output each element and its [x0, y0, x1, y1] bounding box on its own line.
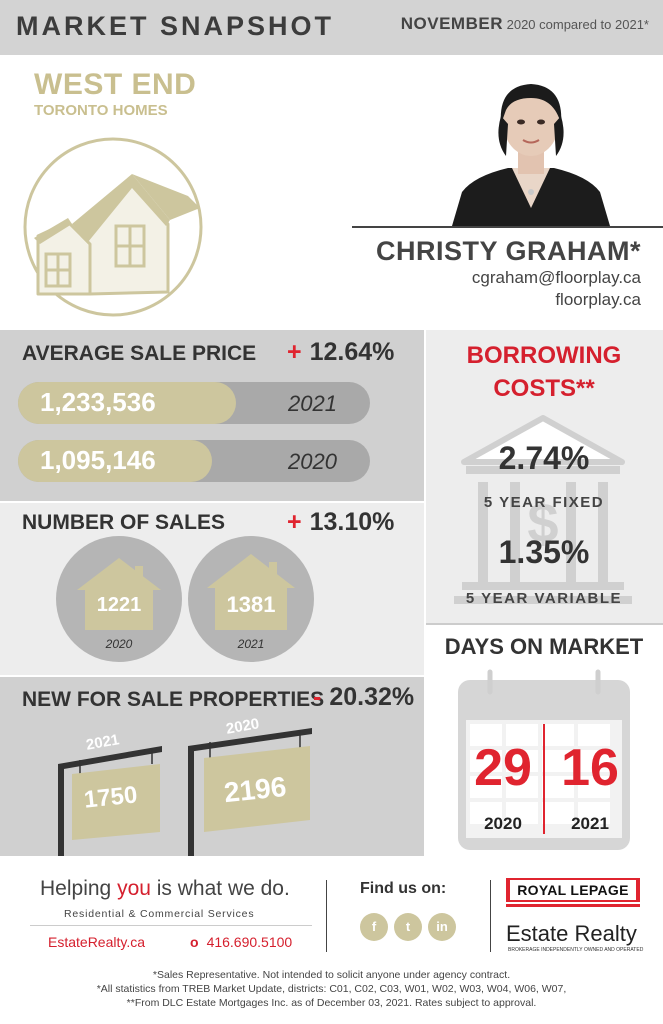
change-sign: +: [287, 338, 302, 366]
disclaimer-line: *Sales Representative. Not intended to s…: [152, 969, 511, 981]
borrowing-title-line1: BORROWING: [466, 342, 622, 369]
svg-text:$: $: [527, 491, 558, 554]
linkedin-icon[interactable]: in: [428, 913, 456, 941]
brand-tagline: BROKERAGE INDEPENDENTLY OWNED AND OPERAT…: [508, 947, 644, 953]
change-value: 20.32%: [329, 683, 415, 711]
brokerage-phone[interactable]: o 416.690.5100: [190, 934, 292, 950]
bank-icon: $: [454, 415, 632, 604]
number-of-sales-title: NUMBER OF SALES: [22, 511, 226, 534]
tagline: Helping you is what we do.: [40, 877, 290, 901]
brand-office: Estate Realty: [506, 921, 637, 946]
tagline-end: is what we do.: [150, 877, 290, 900]
house-icon: [77, 558, 161, 630]
price-bar-year: 2021: [288, 391, 337, 416]
days-on-market-title: DAYS ON MARKET: [444, 634, 644, 659]
agent-photo: [452, 84, 610, 226]
services-text: Residential & Commercial Services: [64, 908, 255, 920]
change-sign: -: [313, 683, 322, 711]
sales-year-2021: 2021: [237, 637, 265, 651]
header-bar: [0, 0, 663, 55]
days-value-2020: 29: [474, 739, 532, 797]
borrowing-costs-title: BORROWING COSTS**: [425, 339, 663, 405]
sales-value-2021: 1381: [226, 592, 276, 617]
average-sale-price-change: +12.64%: [287, 338, 394, 367]
variable-rate-label: 5 YEAR VARIABLE: [465, 590, 623, 607]
footer-separator: [490, 880, 491, 952]
twitter-icon[interactable]: t: [394, 913, 422, 941]
panel-divider: [0, 675, 425, 677]
fixed-rate: 2.74%: [498, 440, 590, 476]
average-sale-price-title: AVERAGE SALE PRICE: [22, 342, 257, 365]
logo-stripe: [506, 904, 640, 907]
house-icon: [207, 554, 295, 630]
tagline-emphasis: you: [117, 877, 151, 900]
find-us-label: Find us on:: [360, 880, 447, 897]
change-value: 13.10%: [309, 508, 395, 536]
phone-number: 416.690.5100: [206, 934, 293, 950]
period-month: NOVEMBER: [400, 14, 503, 33]
period-comparison: 2020 compared to 2021*: [506, 17, 649, 32]
footer-separator: [326, 880, 327, 952]
change-value: 12.64%: [309, 338, 395, 366]
price-bar-value: 1,233,536: [40, 387, 156, 417]
house-illustration-icon: [23, 137, 203, 317]
price-bar-fill: [18, 382, 236, 424]
panel-divider: [424, 330, 426, 856]
period-label: NOVEMBER 2020 compared to 2021*: [401, 14, 649, 34]
borrowing-costs-panel: [425, 330, 663, 623]
tagline-start: Helping: [40, 877, 118, 900]
royal-lepage-logo: ROYAL LEPAGE: [506, 878, 640, 902]
disclaimer-line: *All statistics from TREB Market Update,…: [96, 983, 567, 995]
brand-name: ROYAL LEPAGE: [510, 880, 636, 900]
days-year-2020: 2020: [484, 814, 522, 833]
change-sign: +: [287, 508, 302, 536]
agent-name: CHRISTY GRAHAM*: [375, 236, 641, 266]
brokerage-website-link[interactable]: EstateRealty.ca: [48, 934, 146, 950]
footer-divider: [30, 925, 312, 926]
agent-website-link[interactable]: floorplay.ca: [555, 290, 641, 309]
sales-value-2020: 1221: [96, 594, 142, 616]
borrowing-title-line2: COSTS**: [493, 375, 595, 402]
disclaimer-line: **From DLC Estate Mortgages Inc. as of D…: [126, 997, 537, 1009]
facebook-icon[interactable]: f: [360, 913, 388, 941]
calendar-icon: [458, 669, 630, 850]
for-sale-signs-icon: [58, 728, 312, 856]
new-sale-value-2020: 2196: [222, 770, 288, 809]
variable-rate: 1.35%: [498, 534, 590, 570]
price-bar-year: 2020: [288, 449, 337, 474]
days-value-2021: 16: [561, 739, 619, 797]
fixed-rate-label: 5 YEAR FIXED: [483, 494, 605, 511]
days-year-2021: 2021: [571, 814, 609, 833]
agent-email-link[interactable]: cgraham@floorplay.ca: [471, 268, 641, 287]
new-for-sale-title: NEW FOR SALE PROPERTIES: [22, 688, 325, 711]
number-of-sales-change: +13.10%: [287, 508, 394, 537]
phone-icon: o: [190, 934, 199, 950]
sales-year-2020: 2020: [105, 637, 133, 651]
new-for-sale-change: -20.32%: [313, 683, 414, 712]
page-title: MARKET SNAPSHOT: [16, 11, 335, 41]
area-subtitle: TORONTO HOMES: [34, 102, 168, 119]
price-bar-fill: [18, 440, 212, 482]
agent-divider: [352, 226, 663, 228]
price-bar-value: 1,095,146: [40, 445, 156, 475]
new-sale-value-2021: 1750: [82, 781, 139, 814]
disclaimer: *Sales Representative. Not intended to s…: [0, 968, 663, 1010]
panel-divider: [0, 501, 425, 503]
area-title: WEST END: [34, 68, 197, 101]
